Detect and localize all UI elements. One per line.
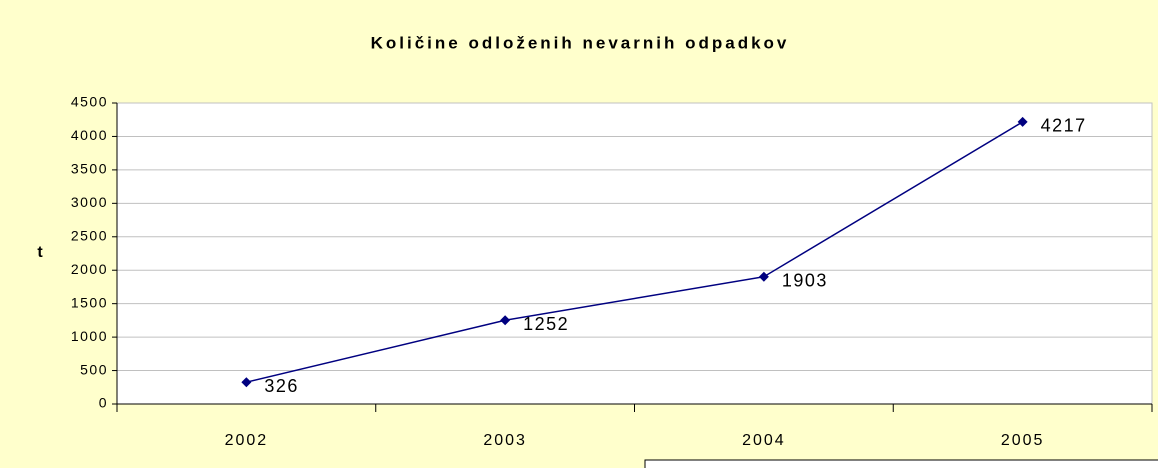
y-axis-label: t (37, 244, 43, 261)
marker (758, 271, 769, 282)
data-label: 1903 (782, 270, 828, 290)
y-tick-label: 1500 (71, 294, 108, 310)
y-tick-label: 2500 (71, 227, 108, 243)
marker (241, 377, 252, 388)
data-label: 326 (264, 376, 299, 396)
data-label: 1252 (523, 314, 569, 334)
plot-area (116, 102, 1153, 405)
y-tick-label: 3500 (71, 161, 108, 177)
y-tick-label: 4000 (71, 127, 108, 143)
y-tick-label: 4500 (71, 94, 108, 110)
y-tick-label: 1000 (71, 328, 108, 344)
legend-box (644, 459, 1158, 468)
y-tick-label: 500 (80, 361, 108, 377)
data-label: 4217 (1041, 116, 1087, 136)
x-tick-label: 2003 (483, 432, 527, 449)
marker (500, 315, 511, 326)
y-tick-label: 3000 (71, 194, 108, 210)
x-tick-label: 2002 (225, 432, 269, 449)
marker (1017, 116, 1028, 127)
line (246, 121, 1024, 383)
x-tick-label: 2005 (1001, 432, 1045, 449)
y-tick-label: 2000 (71, 261, 108, 277)
x-tick-label: 2004 (742, 432, 786, 449)
chart-title: Količine odloženih nevarnih odpadkov (371, 33, 790, 52)
y-tick-label: 0 (99, 395, 108, 411)
